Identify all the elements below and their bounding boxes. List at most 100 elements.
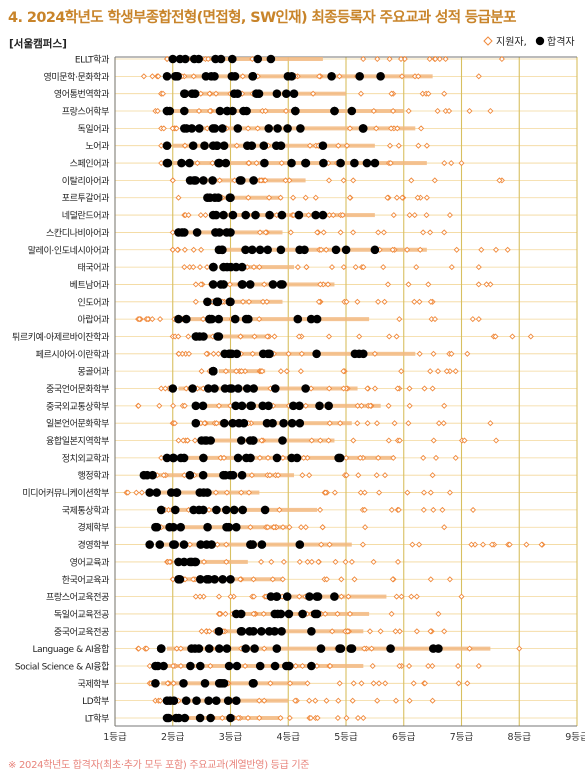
x-tick-label: 6등급 — [392, 732, 416, 743]
applicant-point — [374, 697, 381, 704]
applicant-point — [420, 229, 427, 236]
admitted-point — [204, 575, 213, 584]
applicant-point — [259, 368, 266, 375]
applicant-point — [461, 437, 468, 444]
applicant-point — [266, 194, 273, 201]
admitted-point — [318, 141, 328, 150]
applicant-point — [440, 420, 447, 427]
admitted-point — [212, 696, 221, 705]
applicant-point — [223, 558, 230, 565]
applicant-point — [136, 316, 143, 323]
applicant-point — [177, 645, 184, 652]
admitted-point — [295, 401, 304, 411]
applicant-point — [282, 107, 290, 115]
applicant-point — [538, 541, 545, 548]
applicant-density-band — [207, 438, 335, 443]
legend-admitted-marker — [535, 36, 545, 46]
applicant-point — [175, 437, 182, 444]
applicant-point — [408, 593, 415, 600]
applicant-point — [322, 489, 329, 496]
applicant-point — [406, 402, 413, 409]
admitted-point — [210, 384, 219, 393]
admitted-point — [155, 540, 165, 549]
admitted-point — [214, 314, 223, 324]
applicant-point — [198, 246, 205, 253]
applicant-point — [169, 125, 176, 132]
applicant-point — [304, 680, 311, 687]
applicant-point — [198, 628, 205, 635]
applicant-point — [239, 73, 246, 80]
applicant-point — [267, 680, 274, 687]
applicant-point — [249, 350, 256, 357]
admitted-point — [259, 141, 269, 150]
applicant-point — [245, 298, 253, 305]
applicant-point — [380, 229, 387, 236]
applicant-point — [395, 142, 402, 149]
applicant-point — [259, 298, 267, 305]
admitted-point — [219, 262, 228, 272]
applicant-point — [219, 714, 226, 722]
admitted-point — [301, 158, 310, 168]
applicant-point — [233, 368, 240, 375]
admitted-point — [260, 505, 270, 515]
applicant-point — [394, 558, 402, 565]
category-label: 아랍어과 — [77, 315, 109, 326]
admitted-point — [185, 470, 195, 480]
applicant-point — [190, 246, 197, 253]
applicant-point — [253, 160, 260, 167]
admitted-point — [376, 72, 385, 81]
applicant-point — [278, 160, 285, 167]
legend-applicant-marker — [483, 36, 493, 46]
admitted-point — [336, 158, 345, 168]
admitted-point — [253, 54, 263, 64]
category-label: 독일어과 — [77, 124, 109, 135]
applicant-point — [431, 177, 438, 184]
applicant-point — [527, 333, 534, 340]
admitted-point — [225, 297, 235, 307]
applicant-point — [325, 177, 333, 184]
applicant-point — [263, 298, 270, 305]
category-label: 스페인어과 — [70, 159, 110, 170]
admitted-point — [350, 349, 360, 359]
admitted-point — [237, 262, 247, 272]
admitted-point — [151, 679, 160, 688]
admitted-point — [181, 696, 191, 705]
admitted-point — [191, 418, 201, 428]
applicant-point — [398, 73, 406, 80]
applicant-point — [245, 489, 253, 496]
applicant-point — [235, 714, 242, 722]
applicant-point — [406, 662, 413, 670]
applicant-point — [223, 541, 230, 548]
admitted-point — [283, 124, 292, 133]
applicant-point — [302, 524, 309, 531]
applicant-point — [162, 385, 169, 392]
admitted-point — [287, 158, 296, 168]
applicant-point — [190, 264, 197, 271]
category-label: 튀르키예·아제르바이잔학과 — [12, 331, 109, 343]
admitted-point — [196, 540, 205, 549]
applicant-point — [280, 558, 287, 565]
admitted-point — [258, 349, 268, 359]
applicant-point — [337, 229, 344, 236]
admitted-point — [289, 401, 298, 411]
category-label: 네덜란드어과 — [62, 210, 109, 222]
applicant-point — [429, 662, 436, 670]
admitted-point — [324, 401, 334, 411]
applicant-point — [430, 506, 437, 513]
applicant-point — [354, 420, 361, 427]
applicant-point — [215, 350, 222, 357]
applicant-point — [306, 697, 313, 704]
applicant-point — [292, 697, 299, 704]
applicant-point — [415, 73, 422, 80]
applicant-point — [425, 281, 432, 288]
applicant-point — [475, 73, 482, 80]
applicant-point — [157, 316, 164, 323]
admitted-point — [265, 349, 274, 359]
admitted-point — [327, 72, 336, 81]
admitted-point — [199, 488, 208, 497]
applicant-point — [155, 73, 162, 80]
admitted-point — [210, 575, 219, 584]
admitted-point — [242, 384, 252, 393]
applicant-density-band — [184, 559, 248, 564]
admitted-point — [215, 106, 225, 116]
